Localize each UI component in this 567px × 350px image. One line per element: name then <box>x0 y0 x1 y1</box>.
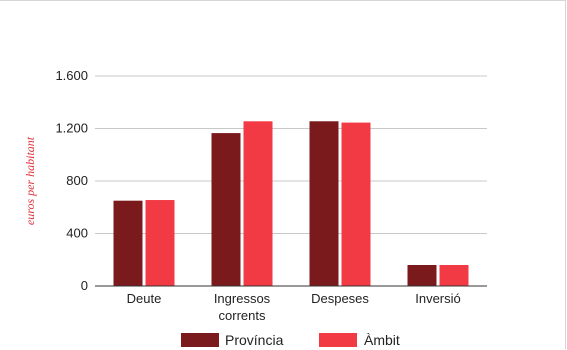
x-tick-label: Despeses <box>311 291 369 306</box>
x-tick-label-line: corrents <box>219 308 266 323</box>
bars <box>113 121 469 286</box>
y-tick-label: 1.200 <box>55 121 88 136</box>
bar-provincia <box>211 133 241 286</box>
bar-provincia <box>309 121 339 286</box>
x-tick-label-line: Ingressos <box>214 291 271 306</box>
y-tick-label: 400 <box>66 226 88 241</box>
x-axis-labels: Deute Ingressos corrents Despeses Inversió <box>127 291 461 323</box>
x-tick-label-line: Inversió <box>415 291 461 306</box>
x-tick-label-line: Deute <box>127 291 162 306</box>
y-tick-label: 800 <box>66 173 88 188</box>
y-tick-label: 0 <box>81 278 88 293</box>
legend-label: Província <box>225 332 284 348</box>
x-tick-label: Inversió <box>415 291 461 306</box>
y-axis-ticks: 0 400 800 1.200 1.600 <box>55 68 88 293</box>
y-axis-label: euros per habitant <box>23 136 37 225</box>
bar-ambit <box>341 122 371 286</box>
legend-swatch <box>181 333 219 347</box>
x-tick-label-line: Despeses <box>311 291 369 306</box>
bar-provincia <box>113 200 143 286</box>
bar-ambit <box>145 200 175 286</box>
legend: Província Àmbit <box>181 332 400 348</box>
y-tick-label: 1.600 <box>55 68 88 83</box>
bar-provincia <box>407 265 437 286</box>
bar-ambit <box>439 265 469 286</box>
bar-ambit <box>243 121 273 286</box>
legend-swatch <box>319 333 357 347</box>
legend-label: Àmbit <box>364 332 400 348</box>
x-tick-label: Ingressos corrents <box>214 291 271 323</box>
x-tick-label: Deute <box>127 291 162 306</box>
